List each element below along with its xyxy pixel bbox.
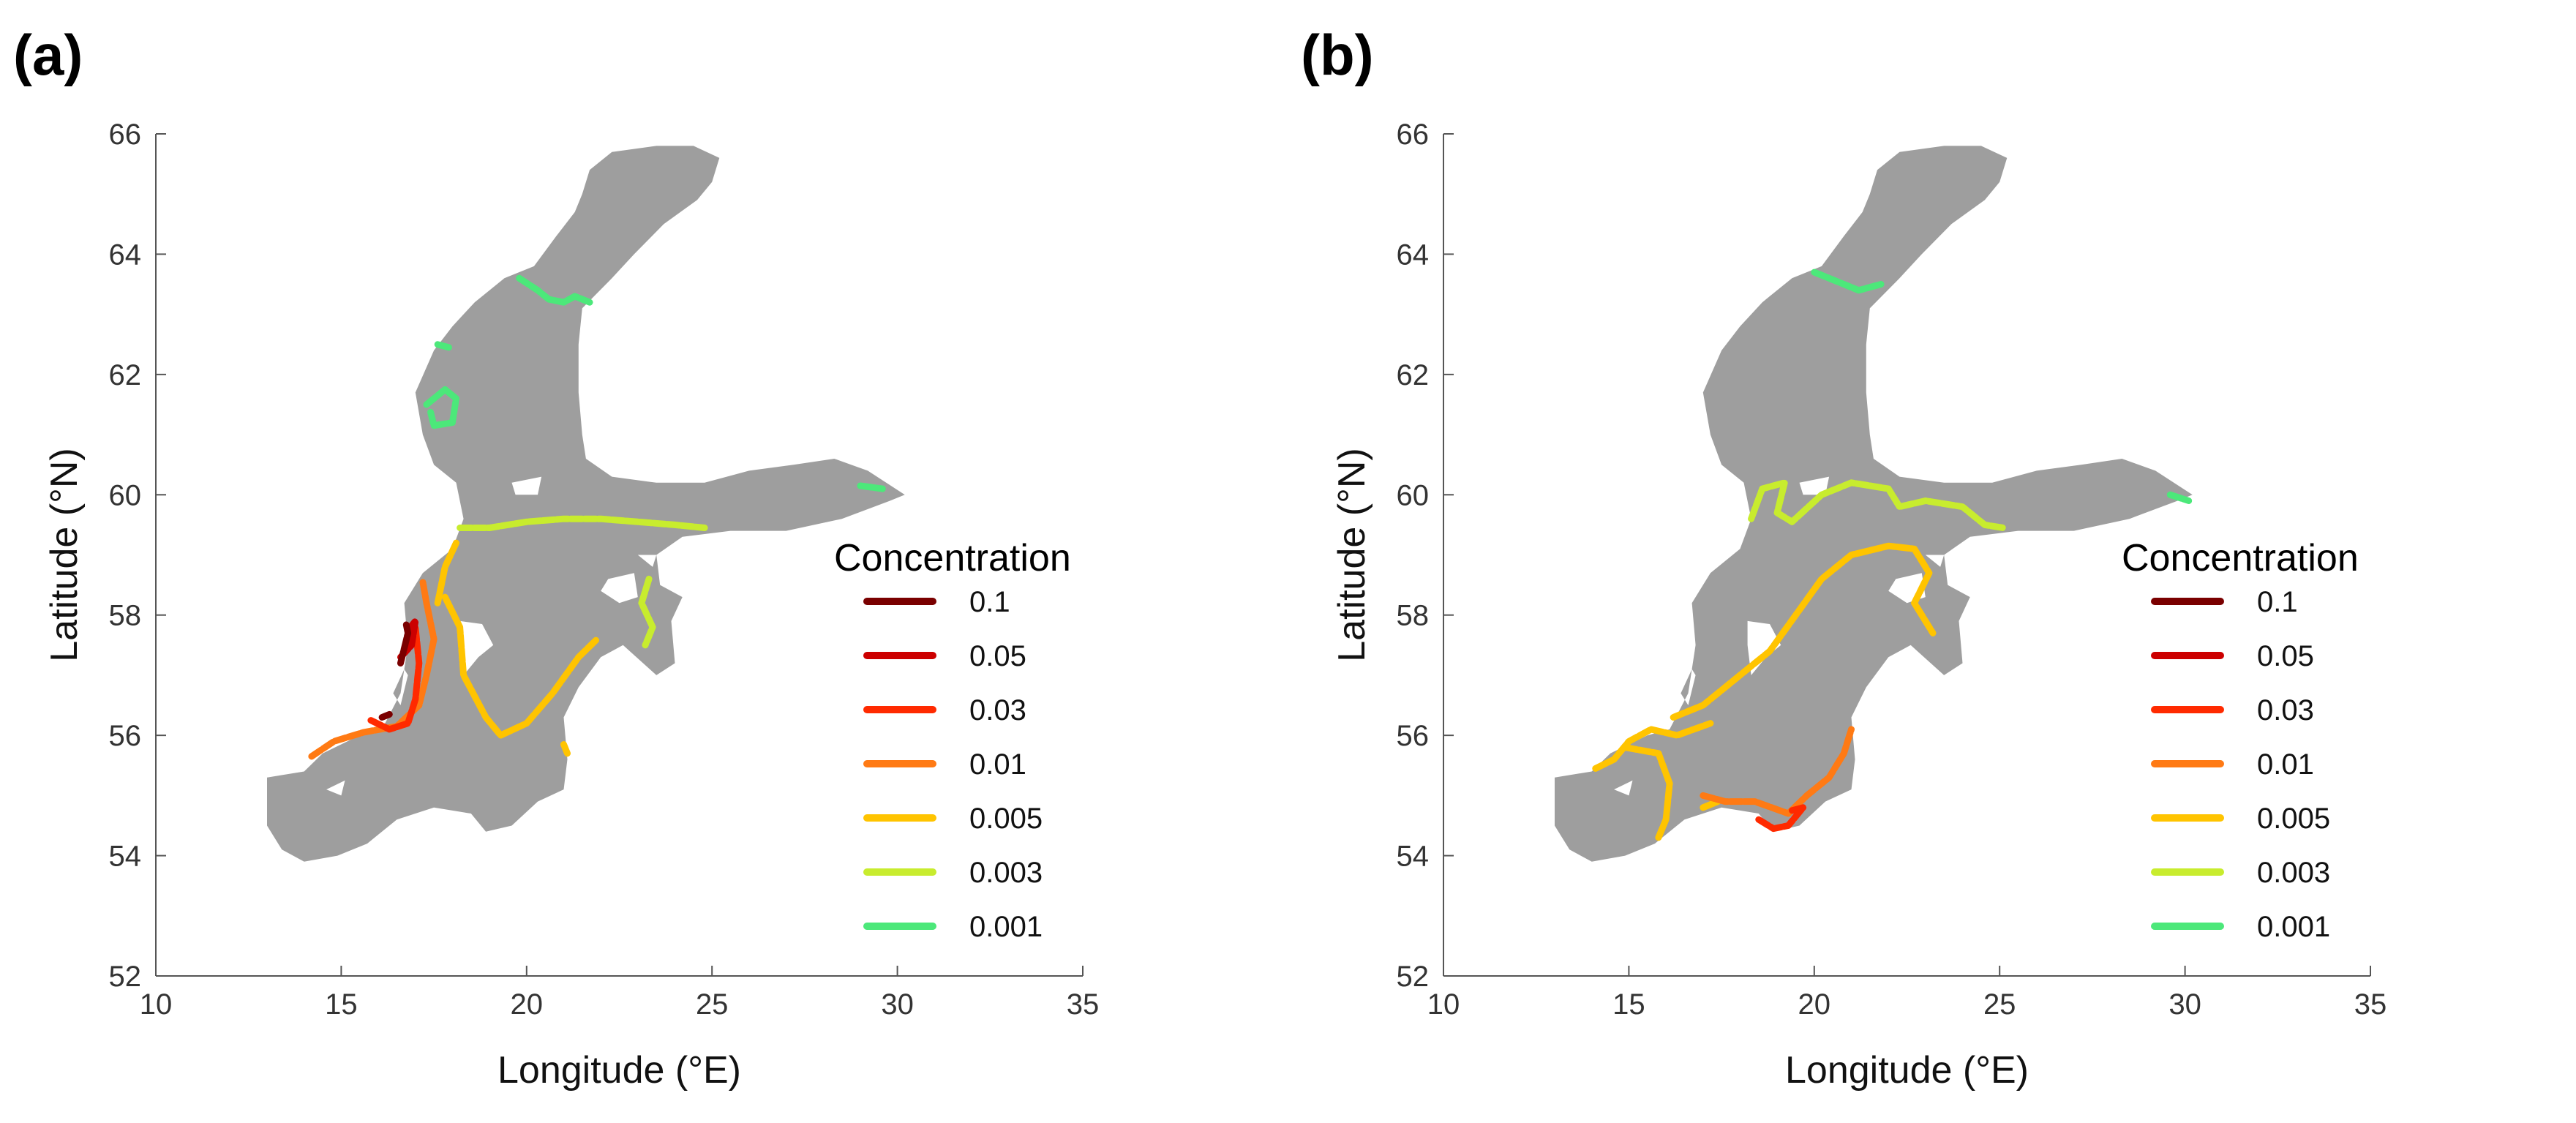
legend-label-0.001: 0.001 bbox=[969, 911, 1043, 943]
contour-line-0.005 bbox=[434, 539, 459, 606]
contour-line-0.001 bbox=[434, 341, 452, 351]
legend-label-0.1: 0.1 bbox=[969, 586, 1010, 618]
contour-line-0.001 bbox=[857, 482, 886, 492]
y-tick-label: 54 bbox=[109, 841, 142, 873]
contour-line-0.005 bbox=[1592, 720, 1714, 772]
legend-label-0.005: 0.005 bbox=[2257, 803, 2330, 835]
x-tick-label: 20 bbox=[1798, 988, 1831, 1021]
y-tick-label: 56 bbox=[1397, 720, 1430, 752]
x-tick-label: 20 bbox=[511, 988, 544, 1021]
legend-label-0.05: 0.05 bbox=[969, 640, 1026, 672]
x-tick-label: 10 bbox=[140, 988, 173, 1021]
legend-label-0.05: 0.05 bbox=[2257, 640, 2314, 672]
contour-line-0.1 bbox=[397, 620, 412, 666]
legend-label-0.01: 0.01 bbox=[969, 748, 1026, 781]
x-tick-label: 30 bbox=[881, 988, 914, 1021]
panel-label: (b) bbox=[1301, 23, 1374, 87]
x-axis-title: Longitude (°E) bbox=[1785, 1049, 2029, 1092]
sea-area bbox=[267, 146, 905, 862]
x-axis-title: Longitude (°E) bbox=[497, 1049, 741, 1092]
panel-label: (a) bbox=[13, 23, 83, 87]
y-tick-label: 62 bbox=[1397, 359, 1430, 391]
contour-line-0.1 bbox=[378, 710, 393, 721]
x-tick-label: 10 bbox=[1427, 988, 1460, 1021]
legend-label-0.003: 0.003 bbox=[969, 857, 1043, 889]
y-tick-label: 58 bbox=[1397, 600, 1430, 632]
contour-line-0.001 bbox=[423, 386, 459, 429]
panel-a: (a) 10 15 20 25 30 35 52 54 56 58 60 62 64 66 Longitud… bbox=[13, 23, 1100, 1092]
y-tick-label: 60 bbox=[109, 479, 142, 511]
y-tick-label: 60 bbox=[1397, 479, 1430, 511]
x-tick-label: 35 bbox=[1067, 988, 1100, 1021]
y-tick-label: 52 bbox=[109, 961, 142, 993]
y-tick-label: 56 bbox=[109, 720, 142, 752]
contour-line-0.003 bbox=[638, 575, 656, 649]
y-axis-title: Latitude (°N) bbox=[1331, 448, 1373, 661]
y-tick-label: 58 bbox=[109, 600, 142, 632]
y-tick-label: 64 bbox=[1397, 239, 1430, 271]
contour-line-0.001 bbox=[516, 274, 593, 306]
contour-line-0.003 bbox=[1748, 479, 2007, 531]
y-tick-label: 66 bbox=[109, 119, 142, 151]
panel-b: (b) 10 15 20 25 30 35 52 54 56 58 60 62 64 66 Longitud… bbox=[1288, 0, 2575, 1123]
contour-line-0.005 bbox=[1670, 542, 1937, 721]
legend-label-0.001: 0.001 bbox=[2257, 911, 2330, 943]
y-tick-label: 64 bbox=[109, 239, 142, 271]
legend-title: Concentration bbox=[2122, 537, 2359, 579]
contour-line-0.001 bbox=[1811, 268, 1885, 294]
x-tick-label: 30 bbox=[2168, 988, 2201, 1021]
contour-line-0.03 bbox=[1755, 804, 1807, 833]
legend-label-0.01: 0.01 bbox=[2257, 748, 2314, 781]
map-chart-b: 10 15 20 25 30 35 52 54 56 58 60 62 64 66 Longitude (°… bbox=[1331, 119, 2387, 1092]
legend-label-0.03: 0.03 bbox=[2257, 694, 2314, 726]
y-axis-title: Latitude (°N) bbox=[43, 448, 86, 661]
x-tick-label: 25 bbox=[696, 988, 729, 1021]
contour-line-0.005 bbox=[560, 741, 571, 757]
contour-line-0.005 bbox=[441, 593, 601, 739]
legend-title: Concentration bbox=[834, 537, 1071, 579]
y-tick-label: 52 bbox=[1397, 961, 1430, 993]
legend-label-0.1: 0.1 bbox=[2257, 586, 2298, 618]
y-tick-label: 66 bbox=[1397, 119, 1430, 151]
x-tick-label: 15 bbox=[325, 988, 358, 1021]
x-tick-label: 35 bbox=[2354, 988, 2387, 1021]
legend-label-0.003: 0.003 bbox=[2257, 857, 2330, 889]
contour-line-0.005 bbox=[1700, 798, 1721, 811]
y-tick-label: 62 bbox=[109, 359, 142, 391]
contour-line-0.01 bbox=[1700, 726, 1855, 817]
contour-line-0.03 bbox=[367, 623, 423, 733]
x-tick-label: 15 bbox=[1612, 988, 1645, 1021]
x-tick-label: 25 bbox=[1983, 988, 2016, 1021]
contour-line-0.005 bbox=[1621, 744, 1673, 841]
contour-line-0.01 bbox=[308, 579, 438, 760]
map-chart-a: 10 15 20 25 30 35 52 54 56 58 60 62 64 66 Longitude (°… bbox=[43, 119, 1100, 1092]
sea-area bbox=[1555, 146, 2193, 862]
contour-line-0.001 bbox=[2166, 491, 2193, 504]
contour-line-0.003 bbox=[457, 515, 708, 531]
legend-label-0.03: 0.03 bbox=[969, 694, 1026, 726]
legend-label-0.005: 0.005 bbox=[969, 803, 1043, 835]
y-tick-label: 54 bbox=[1397, 841, 1430, 873]
